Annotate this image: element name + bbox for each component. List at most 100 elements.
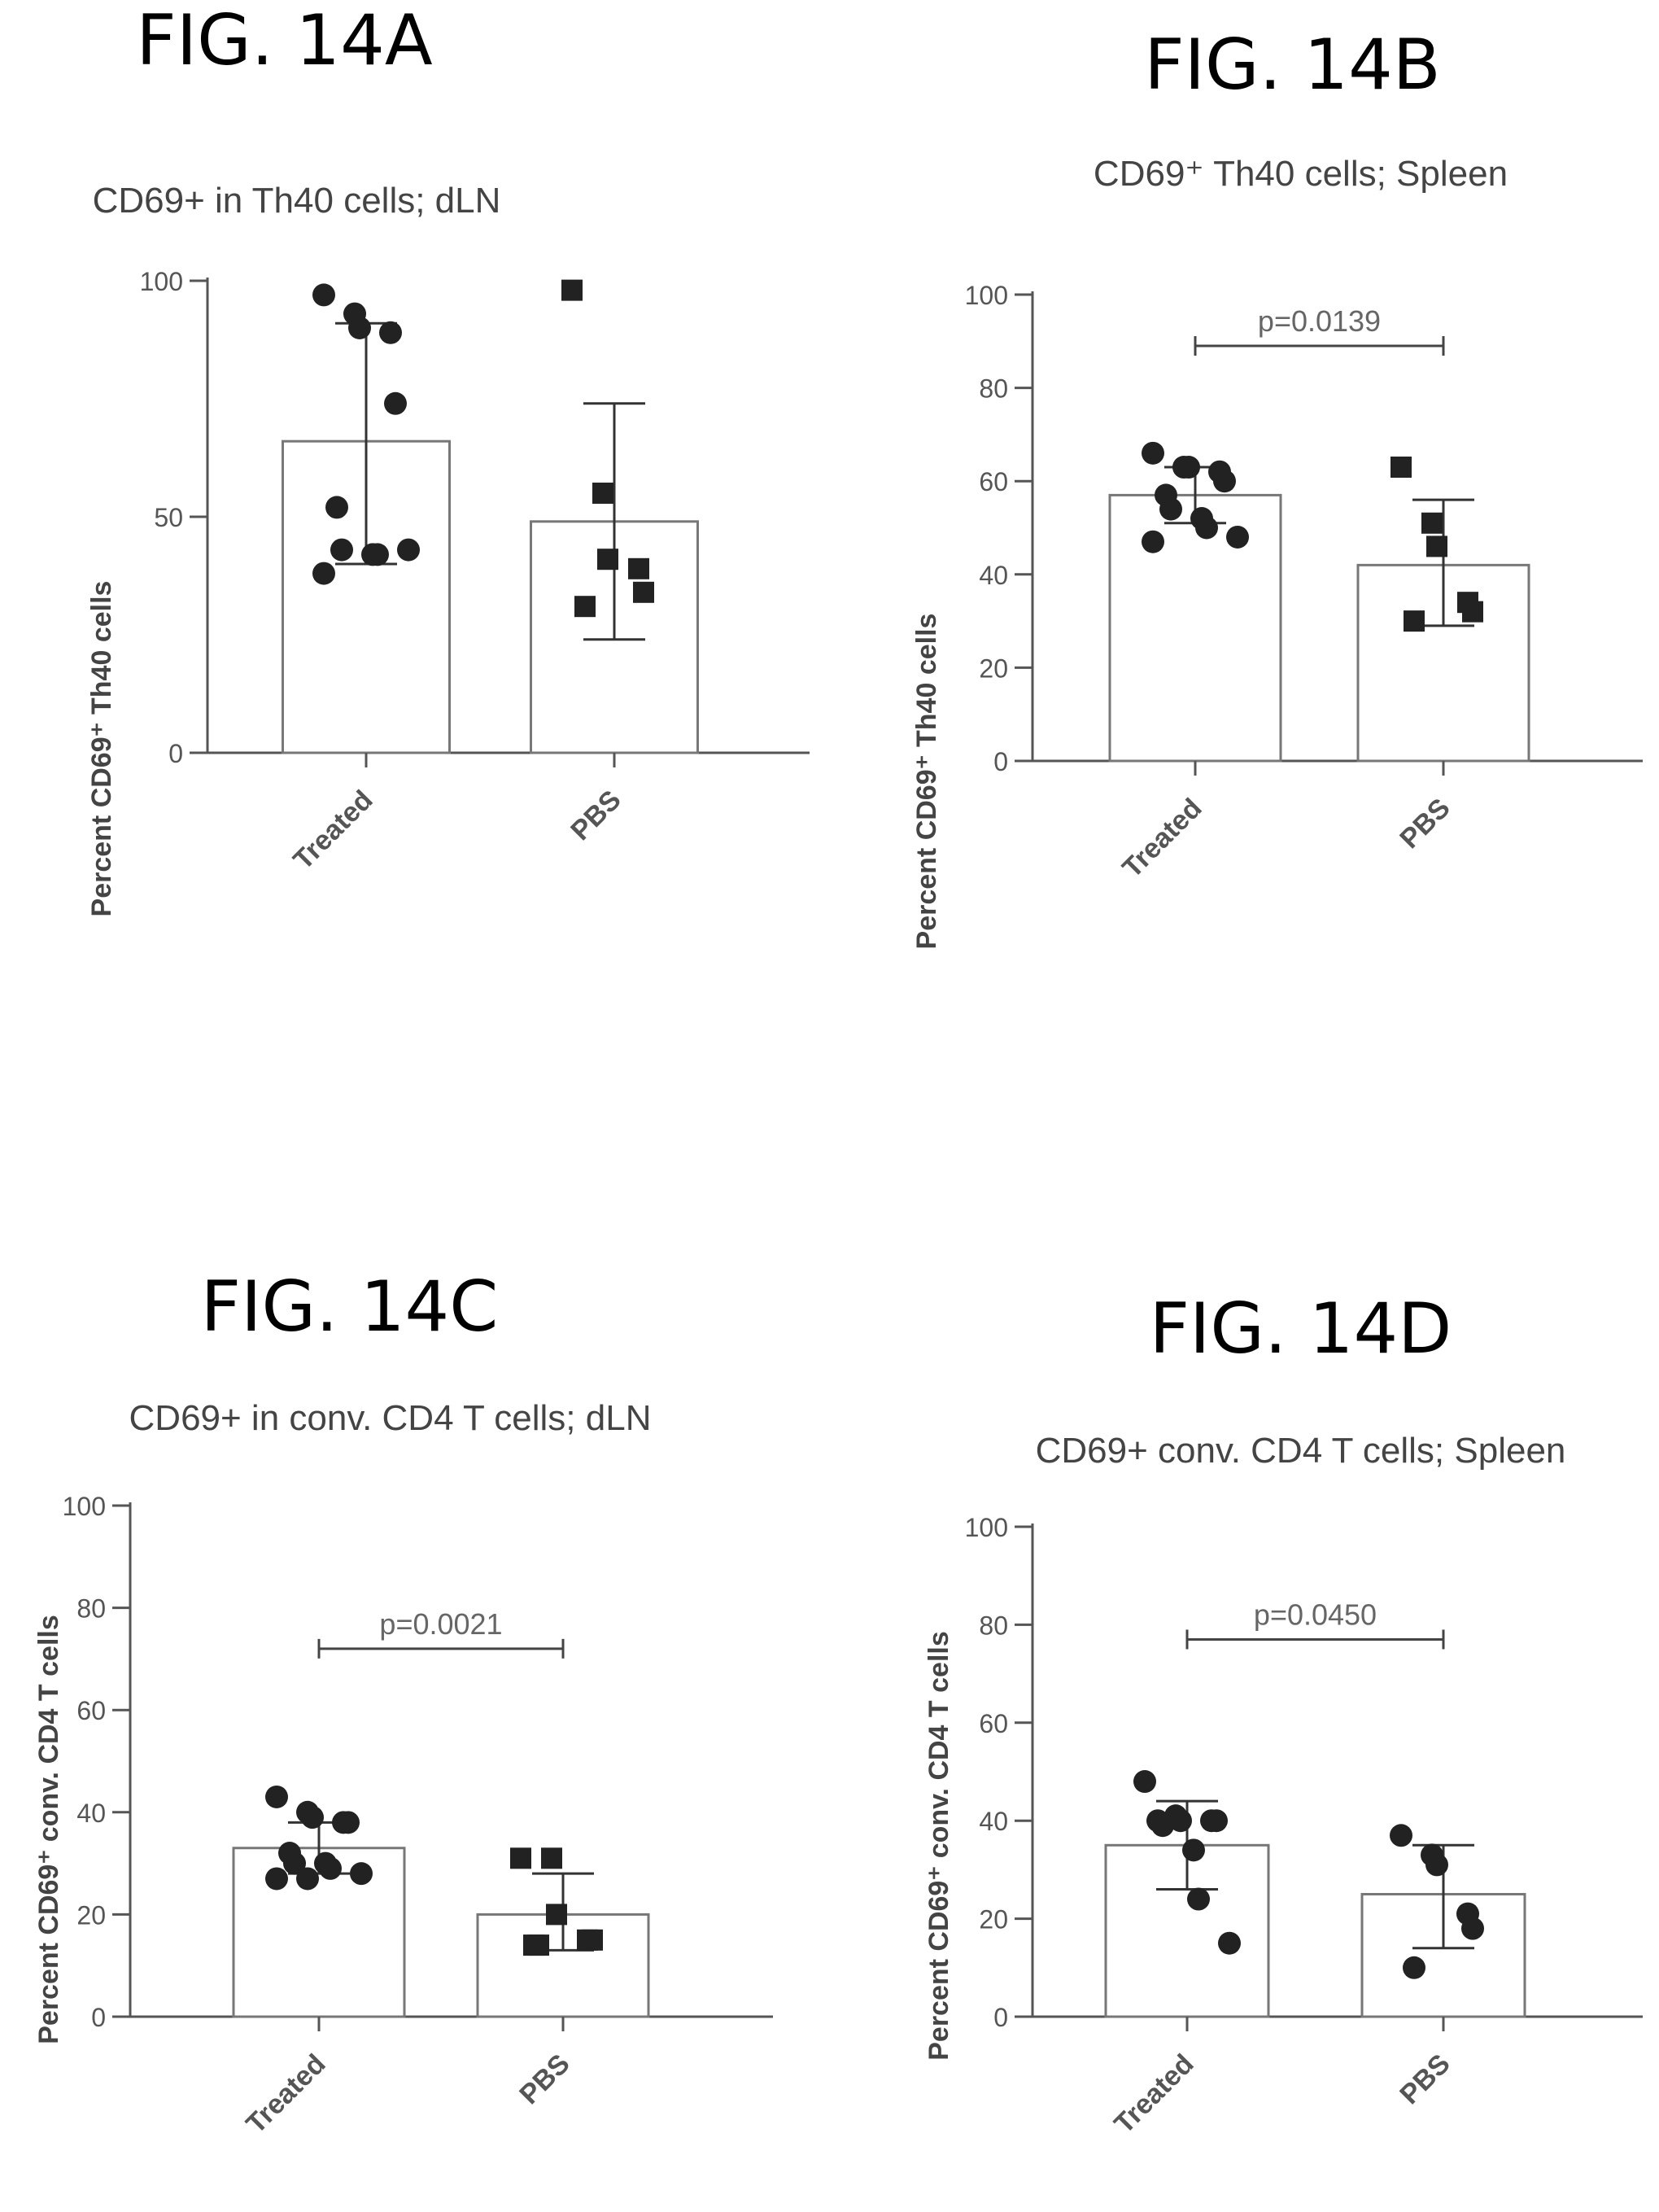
data-point xyxy=(397,538,420,562)
data-point xyxy=(628,557,649,579)
figure-14b: FIG. 14B CD69⁺ Th40 cells; Spleen Percen… xyxy=(829,0,1658,1105)
x-tick-label: Treated xyxy=(1116,793,1207,884)
data-point xyxy=(1462,601,1483,623)
chart-title: CD69⁺ Th40 cells; Spleen xyxy=(1093,154,1508,194)
data-point xyxy=(296,1867,319,1891)
figure-label: FIG. 14C xyxy=(200,1266,499,1348)
y-tick-label: 60 xyxy=(76,1696,106,1725)
data-point xyxy=(283,1851,306,1875)
chart-plot: 0 20 40 60 80 100 Treated PBS p=0.0139 xyxy=(965,281,1643,884)
data-point xyxy=(1159,497,1182,521)
data-point xyxy=(1151,1814,1174,1838)
y-tick-label: 0 xyxy=(993,2003,1008,2032)
data-point xyxy=(1195,516,1218,540)
data-point xyxy=(574,596,596,618)
x-tick-label: PBS xyxy=(513,2048,575,2110)
data-point xyxy=(1133,1770,1156,1794)
y-tick-label: 0 xyxy=(91,2003,106,2032)
chart-title: CD69+ in conv. CD4 T cells; dLN xyxy=(129,1398,652,1438)
figure-label: FIG. 14B xyxy=(1144,24,1441,106)
bar xyxy=(232,1847,406,2018)
data-point xyxy=(384,391,407,415)
y-tick-label: 80 xyxy=(979,374,1008,404)
y-tick-label: 100 xyxy=(965,1513,1008,1542)
data-point xyxy=(1142,530,1164,553)
figure-14a: FIG. 14A CD69+ in Th40 cells; dLN Percen… xyxy=(0,0,829,1105)
y-tick-label: 60 xyxy=(979,1709,1008,1738)
data-point xyxy=(325,496,348,519)
chart-plot: 0 20 40 60 80 100 Treated PBS p=0.0450 xyxy=(965,1513,1643,2140)
data-point xyxy=(1425,1853,1448,1877)
data-point xyxy=(541,1847,562,1869)
data-point xyxy=(301,1806,324,1829)
y-tick-label: 0 xyxy=(993,747,1008,776)
figure-14c: FIG. 14C CD69+ in conv. CD4 T cells; dLN… xyxy=(0,1105,829,2210)
y-tick-label: 50 xyxy=(154,503,183,532)
data-point xyxy=(1169,1809,1192,1833)
x-tick-label: Treated xyxy=(1108,2048,1199,2140)
data-point xyxy=(597,549,618,570)
data-point xyxy=(379,321,402,344)
figure-14d: FIG. 14D CD69+ conv. CD4 T cells; Spleen… xyxy=(829,1105,1658,2210)
y-tick-label: 80 xyxy=(76,1594,106,1624)
data-point xyxy=(312,562,335,585)
data-point xyxy=(366,543,389,566)
data-point xyxy=(1426,536,1447,557)
y-tick-label: 80 xyxy=(979,1611,1008,1640)
x-tick-label: Treated xyxy=(287,785,378,876)
data-point xyxy=(1218,1931,1241,1955)
data-point xyxy=(1403,1956,1425,1979)
p-value-label: p=0.0021 xyxy=(379,1607,502,1641)
chart-title: CD69+ conv. CD4 T cells; Spleen xyxy=(1035,1431,1566,1471)
y-tick-label: 40 xyxy=(979,561,1008,590)
y-tick-label: 100 xyxy=(63,1492,106,1521)
data-point xyxy=(319,1856,342,1880)
y-tick-label: 20 xyxy=(979,1905,1008,1934)
data-point xyxy=(592,483,613,504)
data-point xyxy=(350,1862,373,1886)
data-point xyxy=(265,1785,288,1808)
y-tick-label: 100 xyxy=(965,281,1008,310)
data-point xyxy=(1390,1824,1412,1847)
figure-label: FIG. 14A xyxy=(136,0,433,81)
y-tick-label: 0 xyxy=(168,739,183,768)
data-point xyxy=(1205,1809,1228,1833)
data-point xyxy=(1142,441,1164,465)
chart-plot: 0 20 40 60 80 100 Treated PBS p=0.0021 xyxy=(63,1492,773,2140)
data-point xyxy=(1182,1838,1205,1862)
data-point xyxy=(1421,512,1443,534)
data-point xyxy=(1226,525,1249,549)
y-tick-label: 60 xyxy=(979,467,1008,496)
x-tick-label: PBS xyxy=(1394,2048,1456,2110)
y-tick-label: 20 xyxy=(979,654,1008,683)
data-point xyxy=(1177,456,1200,479)
p-value-label: p=0.0139 xyxy=(1258,304,1381,338)
y-tick-label: 100 xyxy=(140,267,183,296)
data-point xyxy=(312,283,335,307)
data-point xyxy=(348,317,371,339)
data-point xyxy=(1391,457,1412,479)
data-point xyxy=(561,279,583,301)
data-point xyxy=(337,1811,360,1834)
data-point xyxy=(546,1904,567,1926)
bar xyxy=(1108,493,1282,763)
data-point xyxy=(633,581,654,603)
x-tick-label: Treated xyxy=(240,2048,331,2140)
data-point xyxy=(510,1847,531,1869)
data-point xyxy=(1461,1917,1484,1940)
chart-plot: 0 50 100 Treated PBS xyxy=(140,267,810,876)
data-point xyxy=(582,1929,603,1951)
data-point xyxy=(1213,470,1236,493)
figure-label: FIG. 14D xyxy=(1149,1288,1452,1370)
data-point xyxy=(1404,610,1425,632)
y-tick-label: 40 xyxy=(76,1799,106,1828)
data-point xyxy=(330,538,353,562)
y-tick-label: 20 xyxy=(76,1900,106,1930)
x-tick-label: PBS xyxy=(1394,793,1456,855)
chart-title: CD69+ in Th40 cells; dLN xyxy=(92,181,501,221)
data-point xyxy=(528,1934,549,1956)
data-point xyxy=(265,1867,288,1891)
p-value-label: p=0.0450 xyxy=(1254,1598,1377,1631)
data-point xyxy=(1187,1887,1210,1911)
x-tick-label: PBS xyxy=(565,785,626,846)
